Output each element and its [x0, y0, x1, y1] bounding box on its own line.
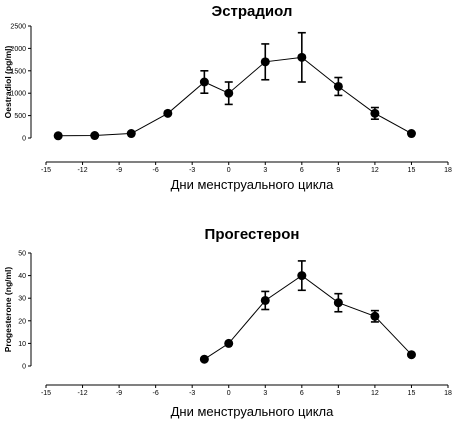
- chart2-x-tick-label: -15: [41, 390, 51, 397]
- chart1-y-tick-label: 500: [14, 113, 26, 120]
- chart2-x-tick-label: -12: [77, 390, 87, 397]
- chart2-y-axis-label: Progesterone (ng/ml): [3, 267, 13, 353]
- chart1-data-point: [406, 129, 416, 139]
- chart1-x-tick-label: 0: [227, 167, 231, 174]
- chart1-x-tick-label: -6: [153, 167, 159, 174]
- chart1-x-tick-label: -9: [116, 167, 122, 174]
- chart2-data-point: [224, 338, 234, 348]
- chart2-x-tick-label: -9: [116, 390, 122, 397]
- chart2-y-tick-label: 0: [22, 364, 26, 371]
- chart1-data-point: [163, 108, 173, 118]
- chart2-y-tick-label: 40: [18, 273, 26, 280]
- chart2-title: Прогестерон: [205, 226, 300, 243]
- chart2-x-tick-label: 6: [300, 390, 304, 397]
- chart1-data-point: [260, 57, 270, 67]
- chart2-y-tick-label: 10: [18, 341, 26, 348]
- chart2-x-tick-label: 3: [263, 390, 267, 397]
- chart2-x-tick-label: 15: [408, 390, 416, 397]
- chart2-x-tick-label: -3: [189, 390, 195, 397]
- chart1-data-point: [53, 131, 63, 141]
- chart2-x-tick-label: -6: [153, 390, 159, 397]
- chart1-data-point: [370, 108, 380, 118]
- chart1-x-tick-label: 3: [263, 167, 267, 174]
- chart2-data-point: [406, 350, 416, 360]
- chart2-data-point: [260, 295, 270, 305]
- chart1-x-tick-label: 15: [408, 167, 416, 174]
- chart1-data-point: [297, 52, 307, 62]
- chart1-y-axis-label: Oestradiol (pg/ml): [3, 45, 13, 118]
- chart2-data-point: [370, 311, 380, 321]
- chart1-x-axis-label: Дни менструального цикла: [171, 177, 335, 192]
- chart2-y-tick-label: 20: [18, 318, 26, 325]
- chart1-data-point: [333, 81, 343, 91]
- chart1-x-tick-label: 9: [336, 167, 340, 174]
- chart1-data-point: [199, 77, 209, 87]
- chart2-y-tick-label: 50: [18, 251, 26, 258]
- chart1-y-tick-label: 1500: [10, 68, 26, 75]
- chart2-data-point: [199, 354, 209, 364]
- chart2-data-point: [333, 298, 343, 308]
- chart2-x-tick-label: 9: [336, 390, 340, 397]
- chart1-data-point: [90, 131, 100, 141]
- chart1-x-tick-label: 18: [444, 167, 452, 174]
- chart1-x-tick-label: 12: [371, 167, 379, 174]
- chart1-data-point: [126, 129, 136, 139]
- chart2-data-point: [297, 271, 307, 281]
- chart1-x-tick-label: 6: [300, 167, 304, 174]
- chart1-y-tick-label: 2000: [10, 46, 26, 53]
- chart2-x-tick-label: 12: [371, 390, 379, 397]
- chart2-series-line: [204, 274, 412, 360]
- chart1-title: Эстрадиол: [212, 3, 293, 20]
- chart2-y-tick-label: 30: [18, 296, 26, 303]
- chart2-x-tick-label: 0: [227, 390, 231, 397]
- chart1-x-tick-label: -12: [77, 167, 87, 174]
- chart1-x-tick-label: -3: [189, 167, 195, 174]
- chart1-series-line: [58, 56, 412, 137]
- chart2-x-tick-label: 18: [444, 390, 452, 397]
- chart1-x-tick-label: -15: [41, 167, 51, 174]
- chart1-data-point: [224, 88, 234, 98]
- chart1-y-tick-label: 2500: [10, 24, 26, 31]
- chart2-x-axis-label: Дни менструального цикла: [171, 404, 335, 419]
- chart1-y-tick-label: 1000: [10, 91, 26, 98]
- chart1-y-tick-label: 0: [22, 136, 26, 143]
